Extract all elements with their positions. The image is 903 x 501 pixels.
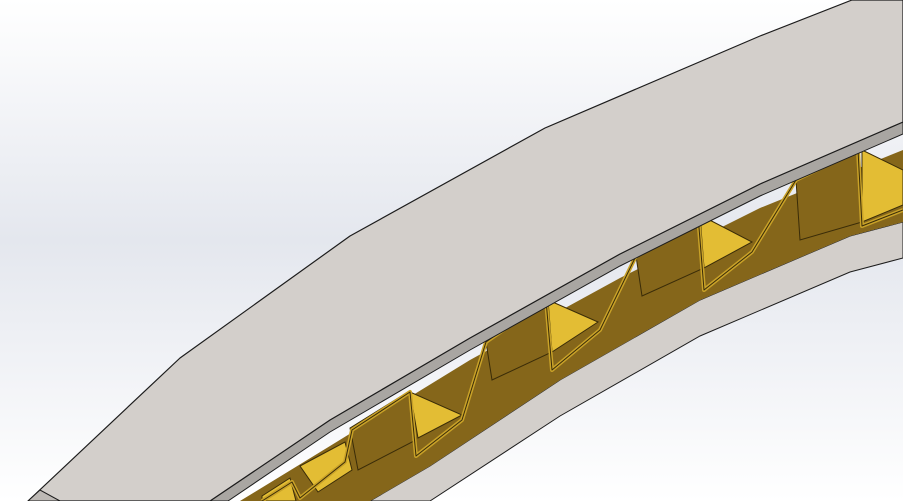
upper-skin-cut (27, 489, 61, 501)
core-ribbon-outline (261, 149, 903, 501)
core-cell (299, 441, 353, 493)
upper-skin-face (27, 0, 903, 501)
